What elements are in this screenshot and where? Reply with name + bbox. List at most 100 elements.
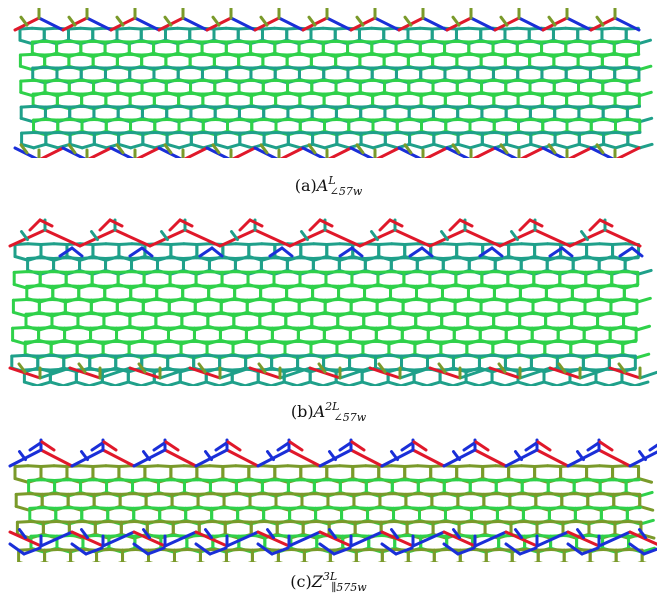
bond xyxy=(443,492,460,496)
bond xyxy=(296,353,313,358)
edge-bond xyxy=(225,448,260,468)
edge-bond xyxy=(18,450,27,462)
caption-c: (c)Z3L∥575w xyxy=(0,568,657,597)
edge-bond xyxy=(152,440,168,452)
bond xyxy=(346,39,362,44)
bond xyxy=(496,520,513,524)
bond xyxy=(153,353,170,358)
bond xyxy=(171,520,188,524)
bond xyxy=(225,52,241,57)
bond xyxy=(402,270,419,274)
bond xyxy=(633,380,650,386)
edge-bond xyxy=(128,246,144,258)
bond xyxy=(560,492,577,496)
bond xyxy=(377,242,394,246)
bond xyxy=(234,242,251,246)
bond xyxy=(115,298,132,302)
bond xyxy=(548,520,565,524)
edge-bond xyxy=(595,15,605,27)
bond xyxy=(92,117,108,122)
edge-bond xyxy=(229,16,257,32)
bond xyxy=(600,52,616,57)
bond xyxy=(104,256,121,260)
bond xyxy=(555,353,572,358)
bond xyxy=(464,380,481,386)
bond xyxy=(311,130,327,135)
edge-bond xyxy=(597,448,632,468)
edge-bond xyxy=(37,16,65,32)
bond xyxy=(129,284,146,288)
bond xyxy=(438,380,455,386)
bond xyxy=(129,270,146,274)
bond xyxy=(456,104,472,109)
bond xyxy=(310,312,327,316)
edge-bond xyxy=(308,218,322,232)
edge-bond xyxy=(158,366,192,380)
bond xyxy=(400,353,417,358)
bond xyxy=(213,117,230,122)
bond xyxy=(200,65,217,70)
edge-bond xyxy=(458,366,492,380)
bond xyxy=(298,270,315,274)
bond xyxy=(92,142,108,150)
bond xyxy=(297,39,313,44)
bond xyxy=(503,353,520,358)
bond xyxy=(153,325,170,330)
bond xyxy=(261,492,278,496)
bond xyxy=(493,270,510,274)
bond xyxy=(350,284,367,288)
bond xyxy=(576,65,592,70)
bond xyxy=(407,78,423,83)
bond xyxy=(273,26,289,31)
bond xyxy=(431,520,448,524)
bond xyxy=(24,298,41,302)
bond xyxy=(274,91,290,96)
bond xyxy=(164,78,180,83)
bond xyxy=(272,256,289,260)
edge-bond xyxy=(403,15,413,27)
caption-a: (a)AL∠57w xyxy=(0,172,657,201)
edge-bond xyxy=(617,362,627,374)
bond xyxy=(157,492,174,496)
bond xyxy=(11,298,28,302)
bond xyxy=(467,78,484,83)
bond xyxy=(37,312,54,316)
caption-b-prefix: (b) xyxy=(290,402,314,421)
bond xyxy=(311,142,327,150)
bond xyxy=(600,39,616,44)
edge-bond xyxy=(137,362,147,374)
bond xyxy=(165,130,181,135)
bond xyxy=(153,339,170,344)
nanoribbon-c-image xyxy=(8,438,657,562)
bond xyxy=(467,256,484,260)
bond xyxy=(602,142,618,150)
bond xyxy=(261,52,277,57)
edge-bond xyxy=(85,16,113,32)
bond xyxy=(452,339,469,344)
bond xyxy=(504,339,521,344)
bond xyxy=(256,380,273,386)
bond xyxy=(313,492,330,496)
bond xyxy=(466,284,483,288)
edge-bond xyxy=(411,448,446,468)
bond xyxy=(442,242,459,246)
bond xyxy=(325,478,342,482)
bond xyxy=(347,380,364,386)
bond xyxy=(490,380,507,386)
bond xyxy=(289,534,306,538)
bond xyxy=(273,464,290,468)
bond xyxy=(565,117,581,122)
edge-bond xyxy=(317,362,327,374)
bond xyxy=(583,298,600,302)
bond xyxy=(31,65,47,70)
bond xyxy=(249,91,265,96)
bond xyxy=(54,520,71,524)
edge-bond xyxy=(146,546,166,556)
bond xyxy=(506,256,523,260)
edge-bond xyxy=(325,16,353,32)
bond xyxy=(415,256,432,260)
bond xyxy=(286,78,302,83)
bond xyxy=(335,142,351,150)
bond xyxy=(383,117,399,122)
bond xyxy=(129,142,145,150)
